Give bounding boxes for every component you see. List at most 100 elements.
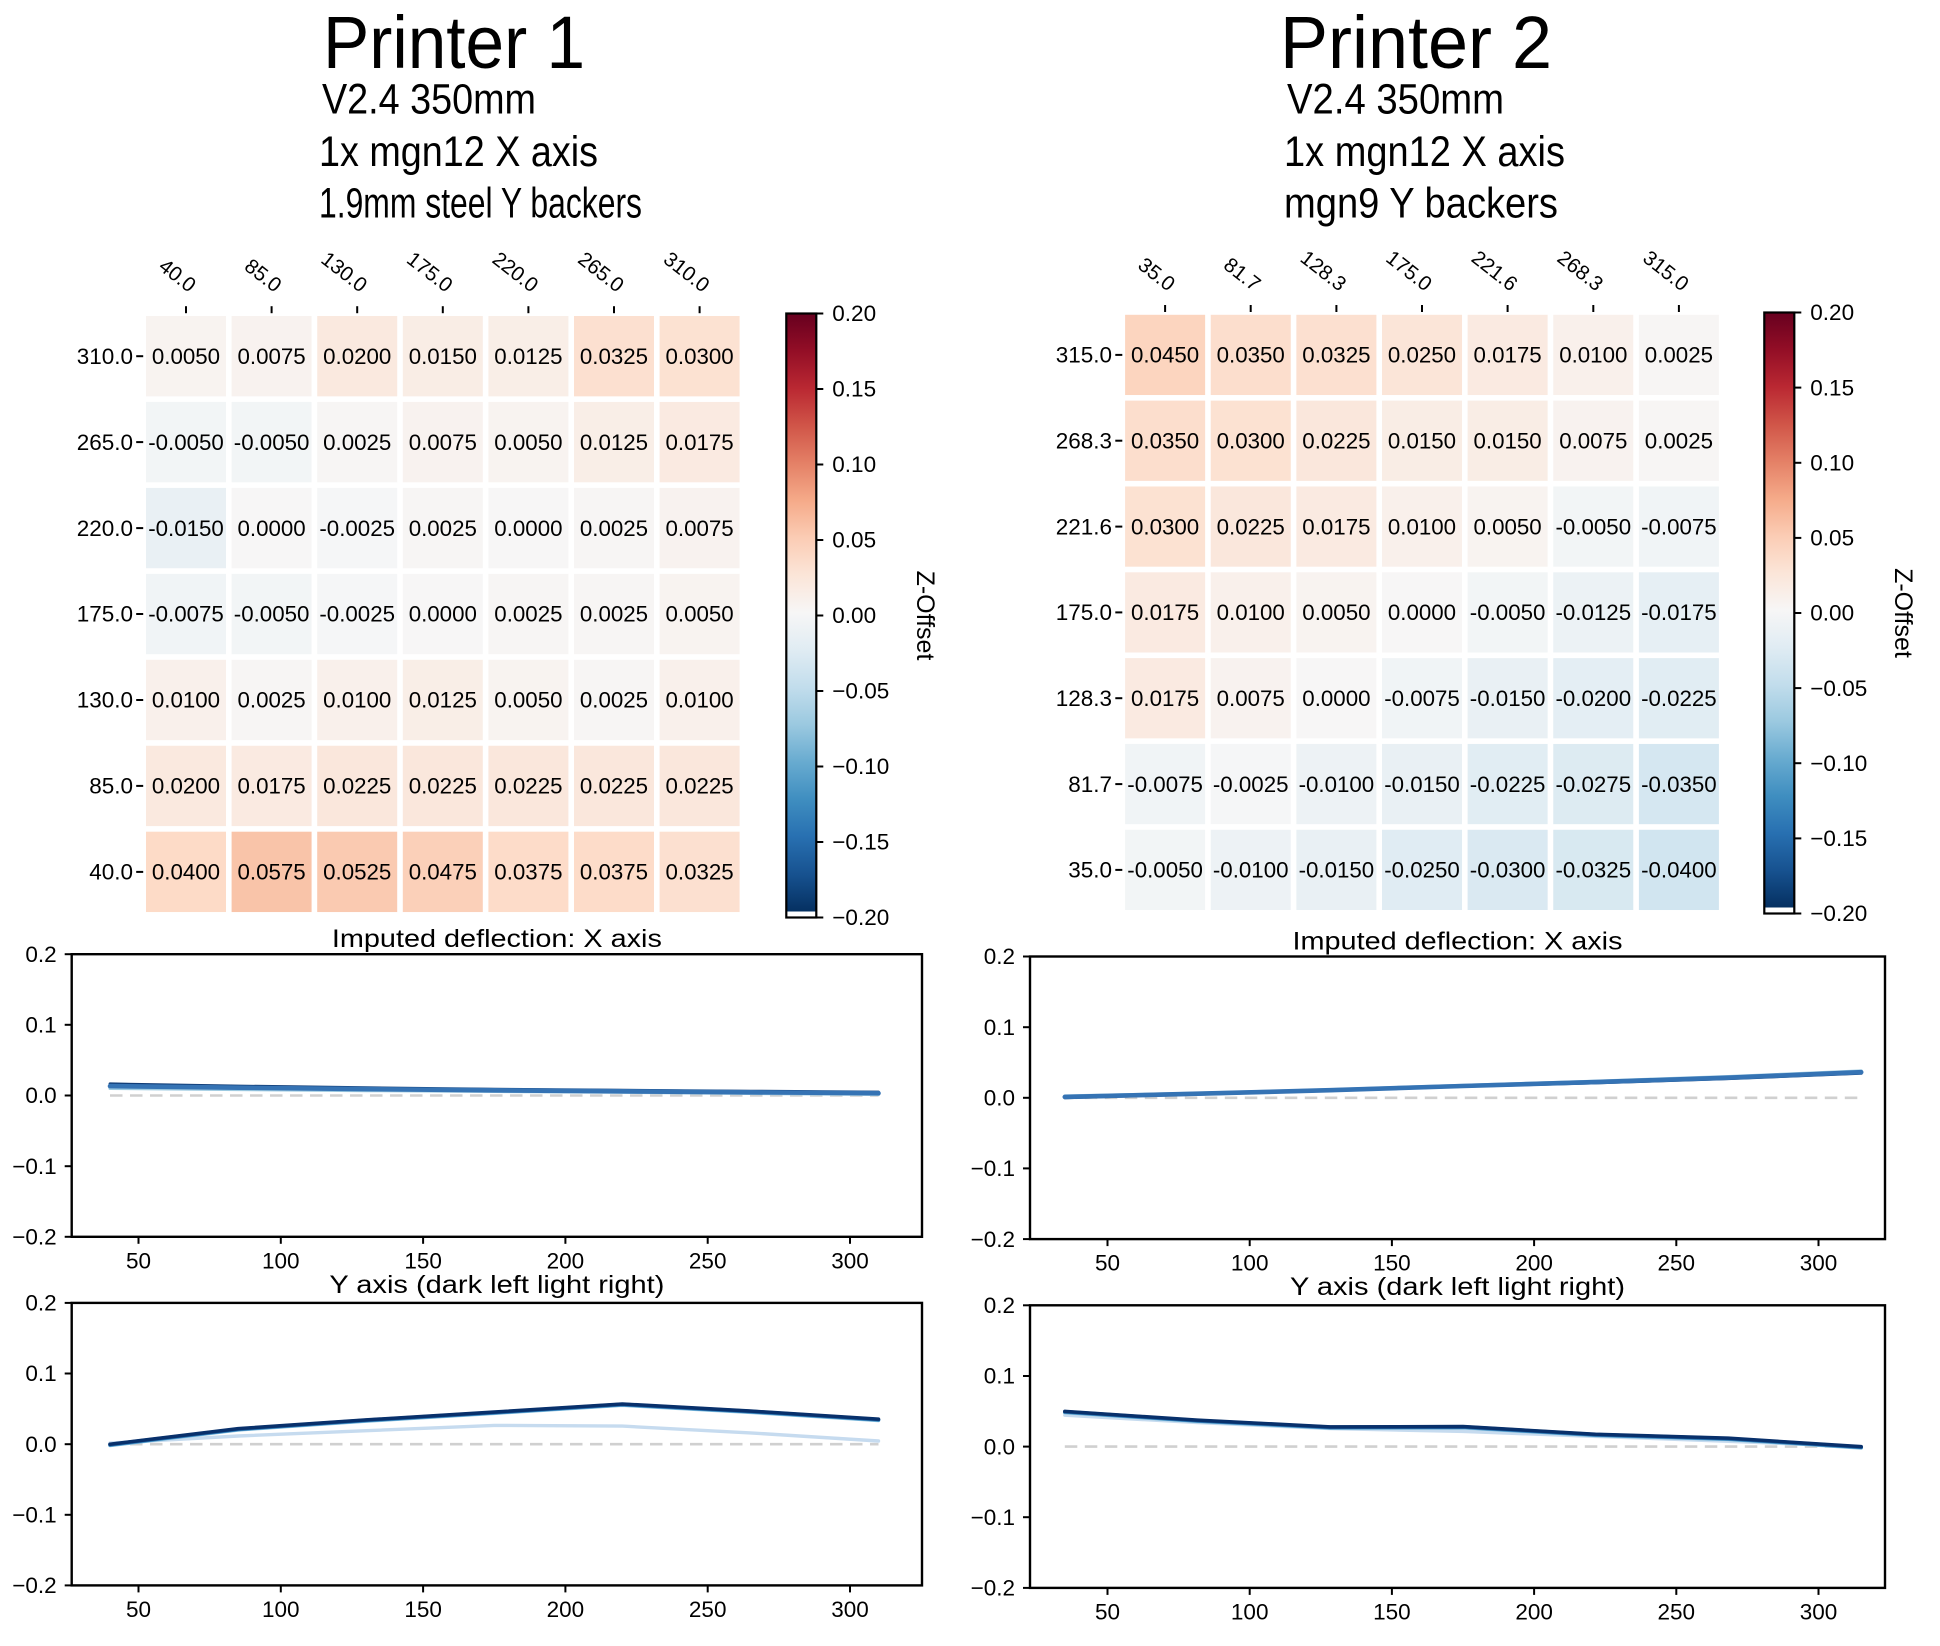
svg-text:0.0025: 0.0025 (323, 430, 391, 455)
svg-text:-0.0350: -0.0350 (1641, 772, 1717, 797)
svg-text:100: 100 (1231, 1251, 1269, 1276)
svg-text:0.0175: 0.0175 (1131, 600, 1199, 625)
svg-text:Imputed deflection: X axis: Imputed deflection: X axis (1293, 927, 1623, 955)
svg-text:0.2: 0.2 (984, 1293, 1015, 1318)
svg-text:50: 50 (1095, 1251, 1120, 1276)
svg-text:265.0: 265.0 (77, 430, 133, 455)
svg-text:0.0000: 0.0000 (1302, 686, 1370, 711)
svg-text:-0.0075: -0.0075 (148, 602, 224, 627)
svg-text:0.0000: 0.0000 (237, 516, 305, 541)
svg-text:0.15: 0.15 (1810, 375, 1854, 400)
svg-text:175.0: 175.0 (77, 602, 133, 627)
svg-text:0.20: 0.20 (832, 301, 876, 326)
svg-text:0.0300: 0.0300 (1217, 428, 1285, 453)
svg-text:−0.15: −0.15 (832, 830, 889, 855)
svg-text:315.0: 315.0 (1056, 343, 1112, 368)
svg-text:0.0300: 0.0300 (1131, 514, 1199, 539)
svg-text:0.0200: 0.0200 (152, 774, 220, 799)
svg-text:0.0100: 0.0100 (152, 688, 220, 713)
svg-text:−0.05: −0.05 (1810, 676, 1867, 701)
svg-text:200: 200 (1515, 1599, 1553, 1624)
svg-text:200: 200 (547, 1597, 585, 1622)
svg-text:0.0225: 0.0225 (580, 774, 648, 799)
svg-text:-0.0325: -0.0325 (1555, 858, 1631, 883)
svg-text:250: 250 (689, 1597, 727, 1622)
svg-text:-0.0150: -0.0150 (1470, 686, 1546, 711)
svg-text:0.0450: 0.0450 (1131, 343, 1199, 368)
svg-text:0.2: 0.2 (25, 1291, 56, 1316)
svg-text:Y axis (dark left light right): Y axis (dark left light right) (329, 1271, 664, 1299)
svg-text:-0.0225: -0.0225 (1641, 686, 1717, 711)
svg-text:0.0: 0.0 (25, 1432, 56, 1457)
svg-text:V2.4 350mm: V2.4 350mm (322, 75, 536, 123)
svg-text:0.0150: 0.0150 (1473, 428, 1541, 453)
svg-text:0.0325: 0.0325 (1302, 343, 1370, 368)
svg-text:0.0050: 0.0050 (494, 688, 562, 713)
svg-text:0.0225: 0.0225 (409, 774, 477, 799)
svg-text:81.7: 81.7 (1068, 772, 1112, 797)
svg-text:0.0150: 0.0150 (1388, 428, 1456, 453)
svg-text:0.0250: 0.0250 (1388, 343, 1456, 368)
svg-text:150: 150 (1373, 1251, 1411, 1276)
svg-text:1.9mm steel Y backers: 1.9mm steel Y backers (319, 179, 642, 227)
svg-text:0.0000: 0.0000 (1388, 600, 1456, 625)
svg-text:0.0225: 0.0225 (665, 774, 733, 799)
svg-text:0.0200: 0.0200 (323, 344, 391, 369)
svg-text:-0.0025: -0.0025 (319, 516, 395, 541)
svg-text:0.0175: 0.0175 (237, 774, 305, 799)
svg-text:0.0: 0.0 (984, 1434, 1015, 1459)
svg-text:0.0100: 0.0100 (1559, 343, 1627, 368)
svg-text:0.0125: 0.0125 (494, 344, 562, 369)
svg-text:-0.0150: -0.0150 (1299, 858, 1375, 883)
svg-text:0.0125: 0.0125 (409, 688, 477, 713)
svg-text:300: 300 (831, 1248, 869, 1273)
svg-text:0.0025: 0.0025 (237, 688, 305, 713)
svg-text:-0.0400: -0.0400 (1641, 858, 1717, 883)
svg-text:0.0475: 0.0475 (409, 860, 477, 885)
svg-text:-0.0050: -0.0050 (234, 430, 310, 455)
svg-text:−0.20: −0.20 (832, 905, 889, 930)
svg-text:0.0050: 0.0050 (494, 430, 562, 455)
svg-text:-0.0150: -0.0150 (1384, 772, 1460, 797)
svg-text:0.2: 0.2 (984, 944, 1015, 969)
svg-text:0.0325: 0.0325 (580, 344, 648, 369)
svg-text:-0.0075: -0.0075 (1641, 514, 1717, 539)
svg-text:0.0225: 0.0225 (323, 774, 391, 799)
svg-text:0.0225: 0.0225 (1217, 514, 1285, 539)
svg-text:310.0: 310.0 (77, 344, 133, 369)
svg-text:0.0075: 0.0075 (1217, 686, 1285, 711)
svg-text:−0.2: −0.2 (12, 1573, 56, 1598)
svg-text:−0.1: −0.1 (12, 1503, 56, 1528)
svg-text:175.0: 175.0 (1056, 600, 1112, 625)
svg-text:Imputed deflection: X axis: Imputed deflection: X axis (332, 925, 662, 953)
svg-text:150: 150 (1373, 1599, 1411, 1624)
svg-text:0.0025: 0.0025 (409, 516, 477, 541)
svg-text:0.0125: 0.0125 (580, 430, 648, 455)
svg-text:−0.10: −0.10 (1810, 751, 1867, 776)
svg-text:Y axis (dark left light right): Y axis (dark left light right) (1290, 1273, 1625, 1301)
svg-text:200: 200 (547, 1248, 585, 1273)
svg-text:150: 150 (404, 1248, 442, 1273)
svg-text:V2.4 350mm: V2.4 350mm (1287, 75, 1504, 123)
svg-text:0.0175: 0.0175 (665, 430, 733, 455)
svg-text:-0.0025: -0.0025 (1213, 772, 1289, 797)
svg-text:0.0225: 0.0225 (494, 774, 562, 799)
svg-text:0.0375: 0.0375 (580, 860, 648, 885)
svg-text:0.00: 0.00 (832, 603, 876, 628)
svg-text:0.1: 0.1 (25, 1361, 56, 1386)
svg-text:−0.1: −0.1 (12, 1154, 56, 1179)
svg-text:130.0: 130.0 (77, 688, 133, 713)
svg-text:−0.2: −0.2 (12, 1225, 56, 1250)
svg-text:-0.0200: -0.0200 (1555, 686, 1631, 711)
svg-text:221.6: 221.6 (1056, 514, 1112, 539)
svg-text:mgn9 Y backers: mgn9 Y backers (1284, 179, 1558, 227)
svg-text:50: 50 (1095, 1599, 1120, 1624)
svg-text:0.10: 0.10 (832, 452, 876, 477)
svg-text:0.0075: 0.0075 (409, 430, 477, 455)
svg-text:-0.0100: -0.0100 (1213, 858, 1289, 883)
svg-text:-0.0075: -0.0075 (1384, 686, 1460, 711)
svg-text:200: 200 (1515, 1251, 1553, 1276)
svg-text:-0.0300: -0.0300 (1470, 858, 1546, 883)
svg-text:0.0000: 0.0000 (409, 602, 477, 627)
svg-text:Z-Offset: Z-Offset (911, 571, 939, 661)
